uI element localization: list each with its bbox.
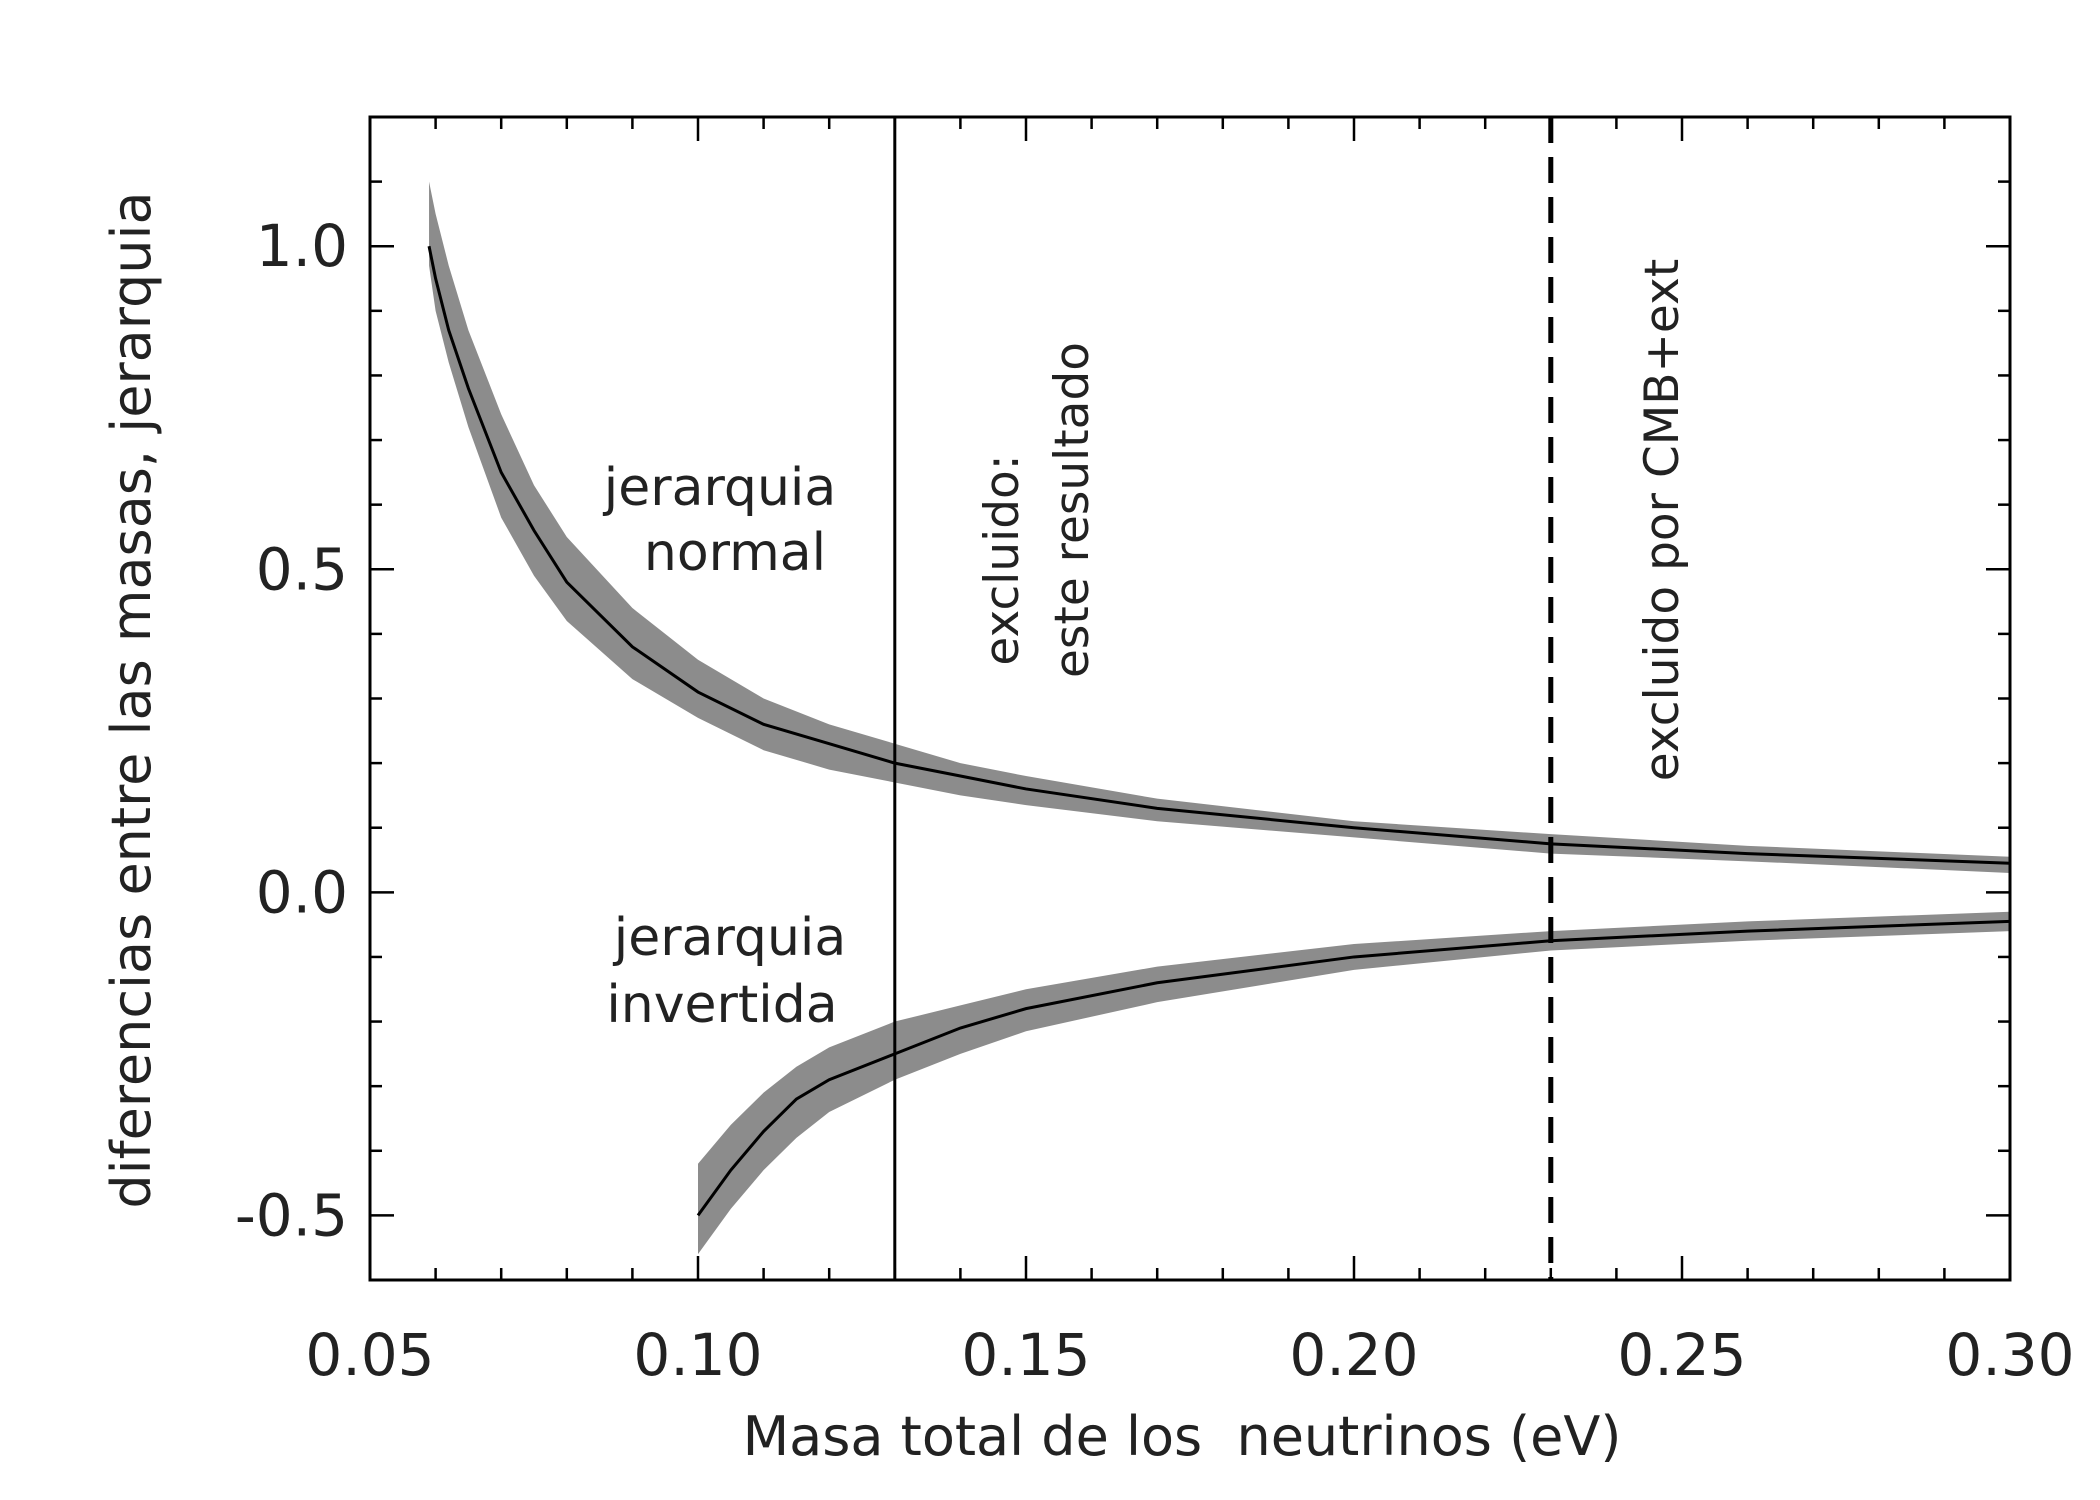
band-series-1 xyxy=(698,911,2010,1255)
y-axis-label: diferencias entre las masas, jerarquia xyxy=(100,191,163,1208)
annotation-excluded-this-line-2: este resultado xyxy=(1045,342,1100,678)
exclusion-lines xyxy=(893,117,1554,1280)
annotation-normal-line-1: jerarquia xyxy=(603,458,836,518)
uncertainty-bands xyxy=(429,181,2010,1255)
tick-labels: 0.05 0.10 0.15 0.20 0.25 0.30 -0.5 0.0 0.5 1.0 xyxy=(235,212,2075,1389)
y-tick-label: -0.5 xyxy=(235,1181,348,1249)
x-tick-label: 0.10 xyxy=(633,1321,762,1389)
x-tick-label: 0.30 xyxy=(1945,1321,2074,1389)
annotation-inverted-line-1: jerarquia xyxy=(613,908,846,968)
y-tick-label: 1.0 xyxy=(256,212,348,280)
y-tick-label: 0.0 xyxy=(256,858,348,926)
y-tick-label: 0.5 xyxy=(256,535,348,603)
annotation-excluded-this-line-1: excluido: xyxy=(975,454,1030,665)
series-lines xyxy=(427,245,2011,1217)
x-tick-label: 0.25 xyxy=(1617,1321,1746,1389)
annotation-inverted-line-2: invertida xyxy=(606,975,837,1035)
annotation-excluded-cmb: excluido por CMB+ext xyxy=(1635,259,1690,782)
x-axis-label: Masa total de los neutrinos (eV) xyxy=(743,1405,1622,1468)
plot-frame xyxy=(368,115,2012,1282)
x-tick-label: 0.15 xyxy=(961,1321,1090,1389)
x-tick-label: 0.05 xyxy=(305,1321,434,1389)
x-tick-label: 0.20 xyxy=(1289,1321,1418,1389)
line-series-0 xyxy=(427,245,2011,865)
axis-ticks xyxy=(368,115,2012,1282)
annotation-normal-line-2: normal xyxy=(644,523,826,583)
